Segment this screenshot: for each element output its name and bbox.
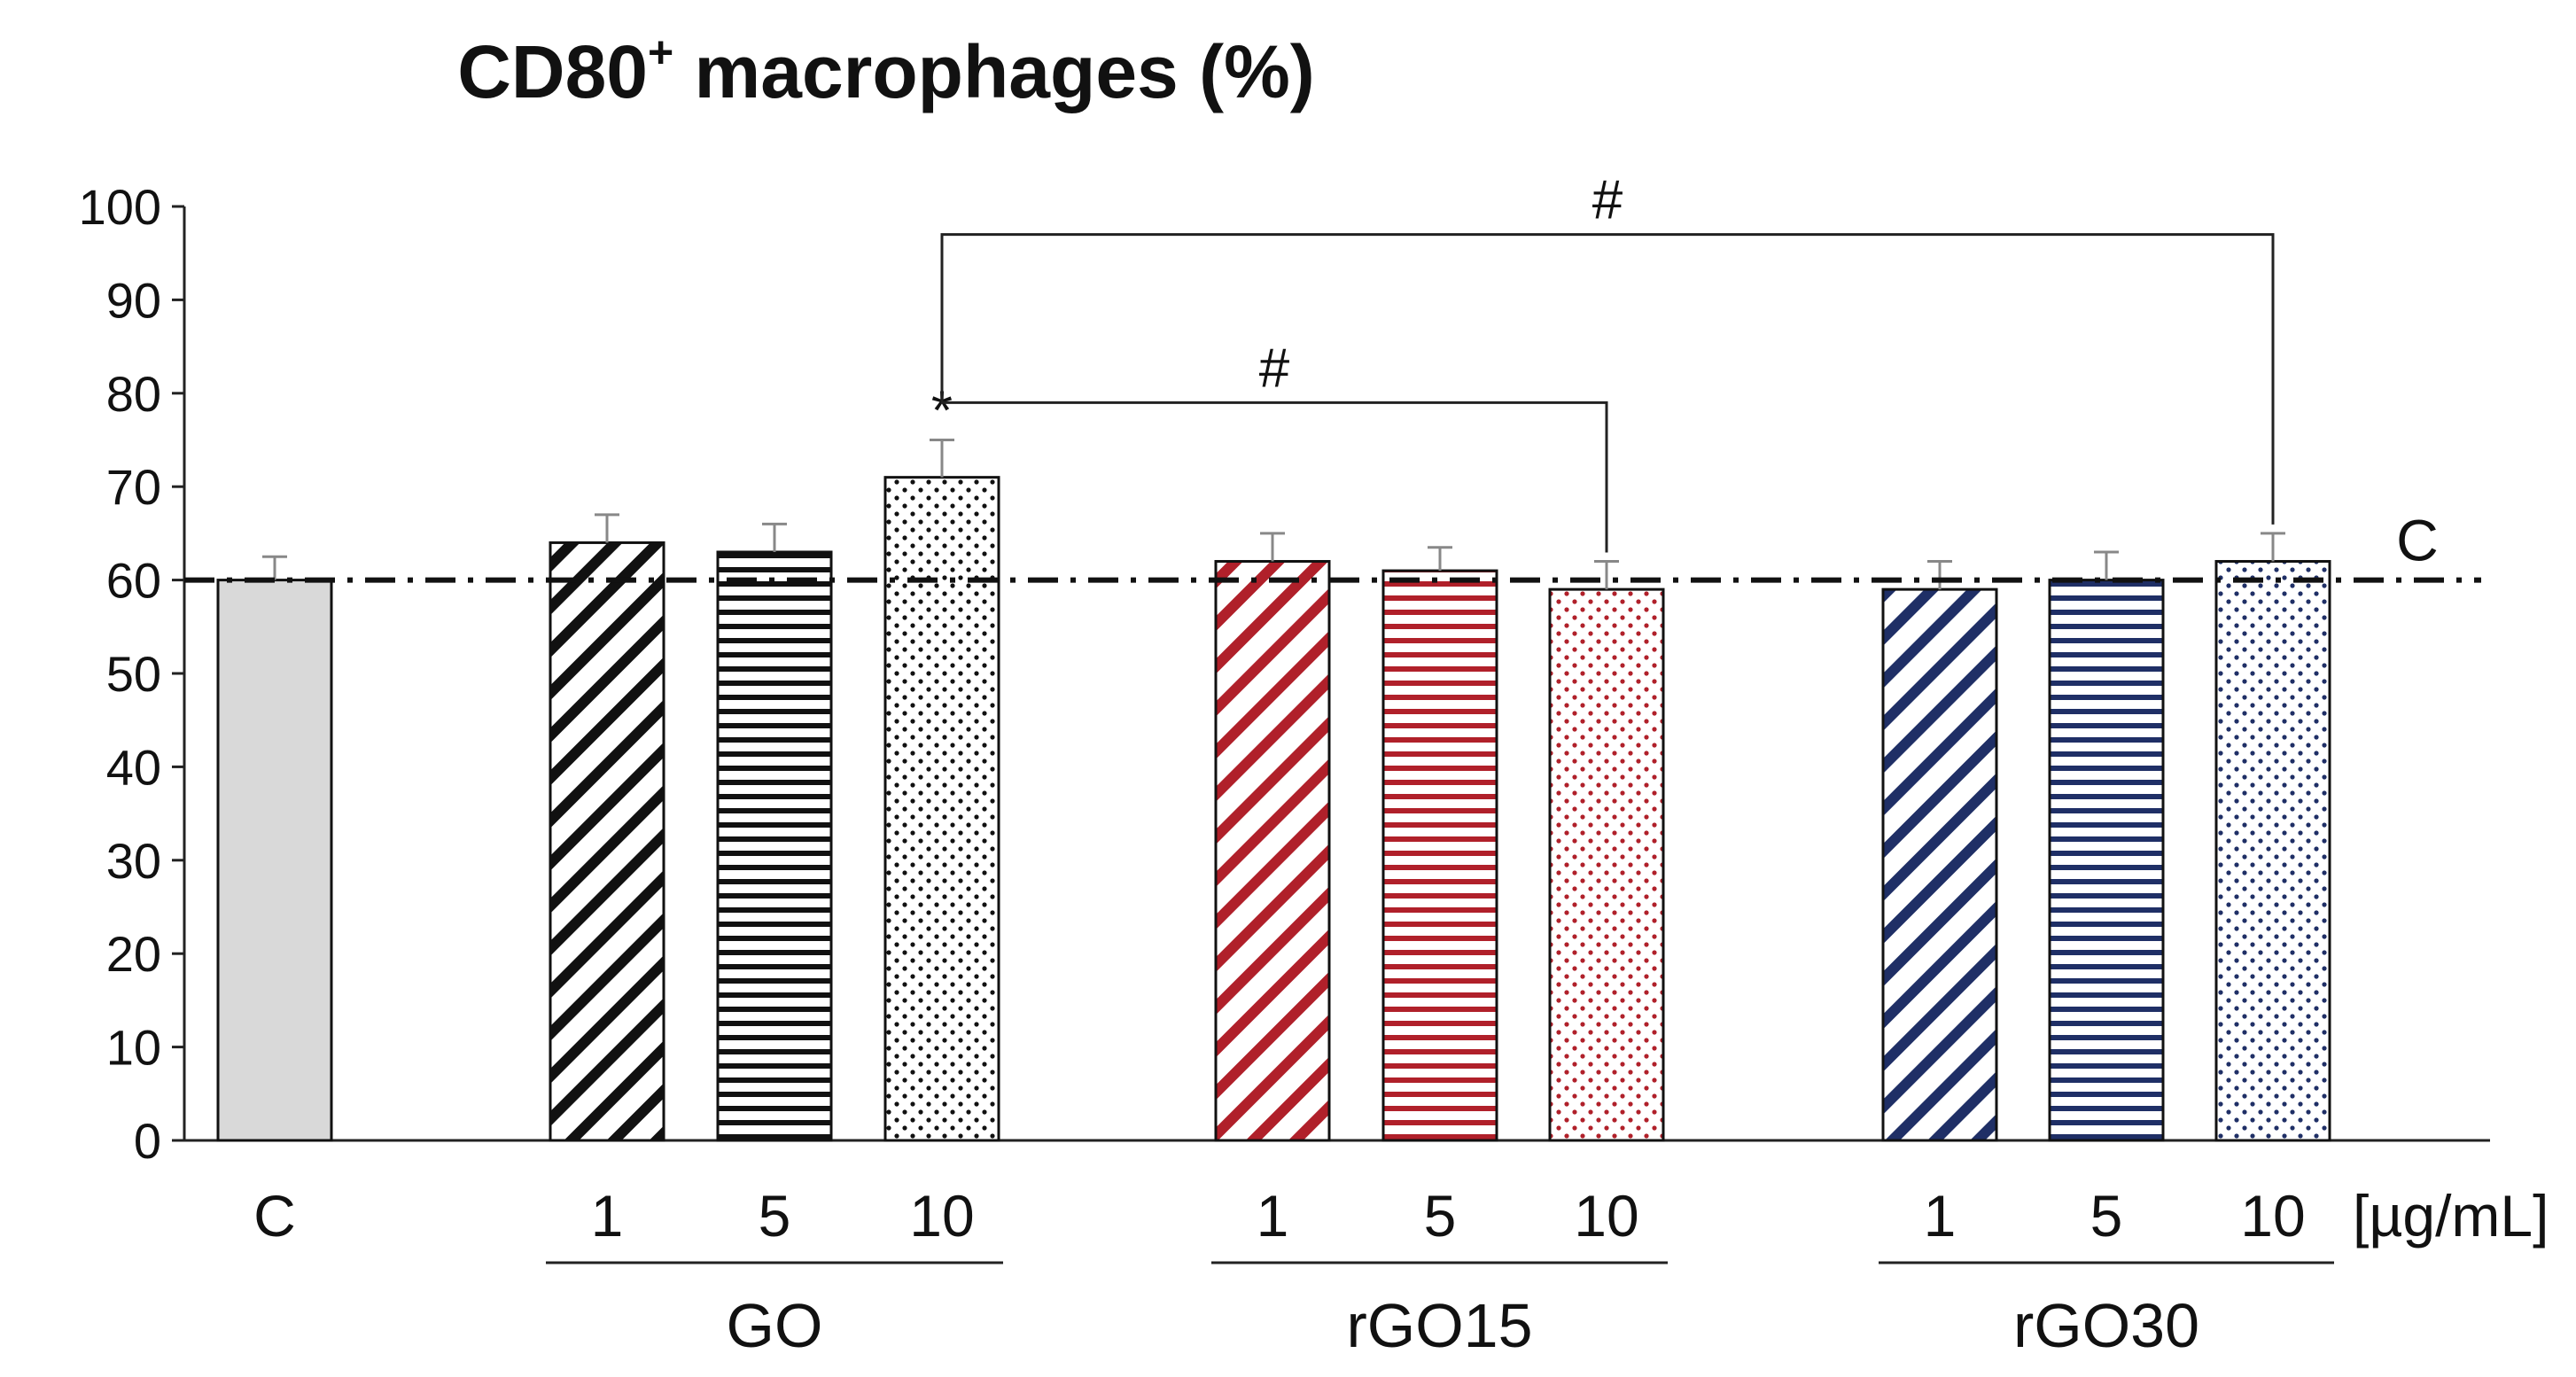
x-tick-label: 5 <box>2090 1183 2123 1249</box>
bar <box>883 476 1000 1142</box>
control-line-label: C <box>2396 508 2439 573</box>
bar <box>1548 587 1665 1142</box>
comparison-bracket <box>940 233 2275 525</box>
title-rest: macrophages (%) <box>673 30 1315 113</box>
y-tick-label: 100 <box>79 179 161 235</box>
y-tick-label: 40 <box>106 739 161 795</box>
x-tick-label: 10 <box>909 1183 974 1249</box>
x-tick-label: 10 <box>1574 1183 1638 1249</box>
bar <box>216 579 333 1142</box>
bar <box>1214 560 1331 1142</box>
x-tick-label: 5 <box>1424 1183 1457 1249</box>
bar <box>2214 560 2331 1142</box>
title-main: CD80 <box>457 30 648 113</box>
x-tick-label: 1 <box>591 1183 624 1249</box>
group-label: GO <box>727 1291 823 1360</box>
y-tick-label: 60 <box>106 553 161 609</box>
group-label: rGO30 <box>2013 1291 2199 1360</box>
chart-title: CD80+ macrophages (%) <box>457 27 1314 113</box>
x-tick-label: 5 <box>759 1183 791 1249</box>
y-tick-label: 80 <box>106 366 161 422</box>
bar <box>1381 569 1498 1142</box>
comparison-label: # <box>1592 170 1623 231</box>
group-label: rGO15 <box>1346 1291 1532 1360</box>
bar <box>1881 587 1998 1142</box>
x-tick-label: 1 <box>1924 1183 1957 1249</box>
y-tick-label: 50 <box>106 646 161 702</box>
y-tick-label: 70 <box>106 459 161 515</box>
x-tick-label: 10 <box>2240 1183 2305 1249</box>
x-tick-label: 1 <box>1257 1183 1289 1249</box>
y-tick-label: 20 <box>106 926 161 982</box>
title-superscript: + <box>648 27 673 77</box>
y-tick-label: 90 <box>106 272 161 328</box>
y-tick-label: 0 <box>134 1113 161 1169</box>
x-tick-label: C <box>253 1183 296 1249</box>
y-tick-label: 30 <box>106 833 161 889</box>
comparison-bracket <box>940 377 1608 553</box>
y-tick-label: 10 <box>106 1020 161 1076</box>
unit-label: [µg/mL] <box>2353 1183 2549 1249</box>
comparison-label: # <box>1259 338 1290 399</box>
bar <box>716 550 833 1142</box>
bar <box>549 541 665 1142</box>
bar <box>2048 579 2165 1142</box>
